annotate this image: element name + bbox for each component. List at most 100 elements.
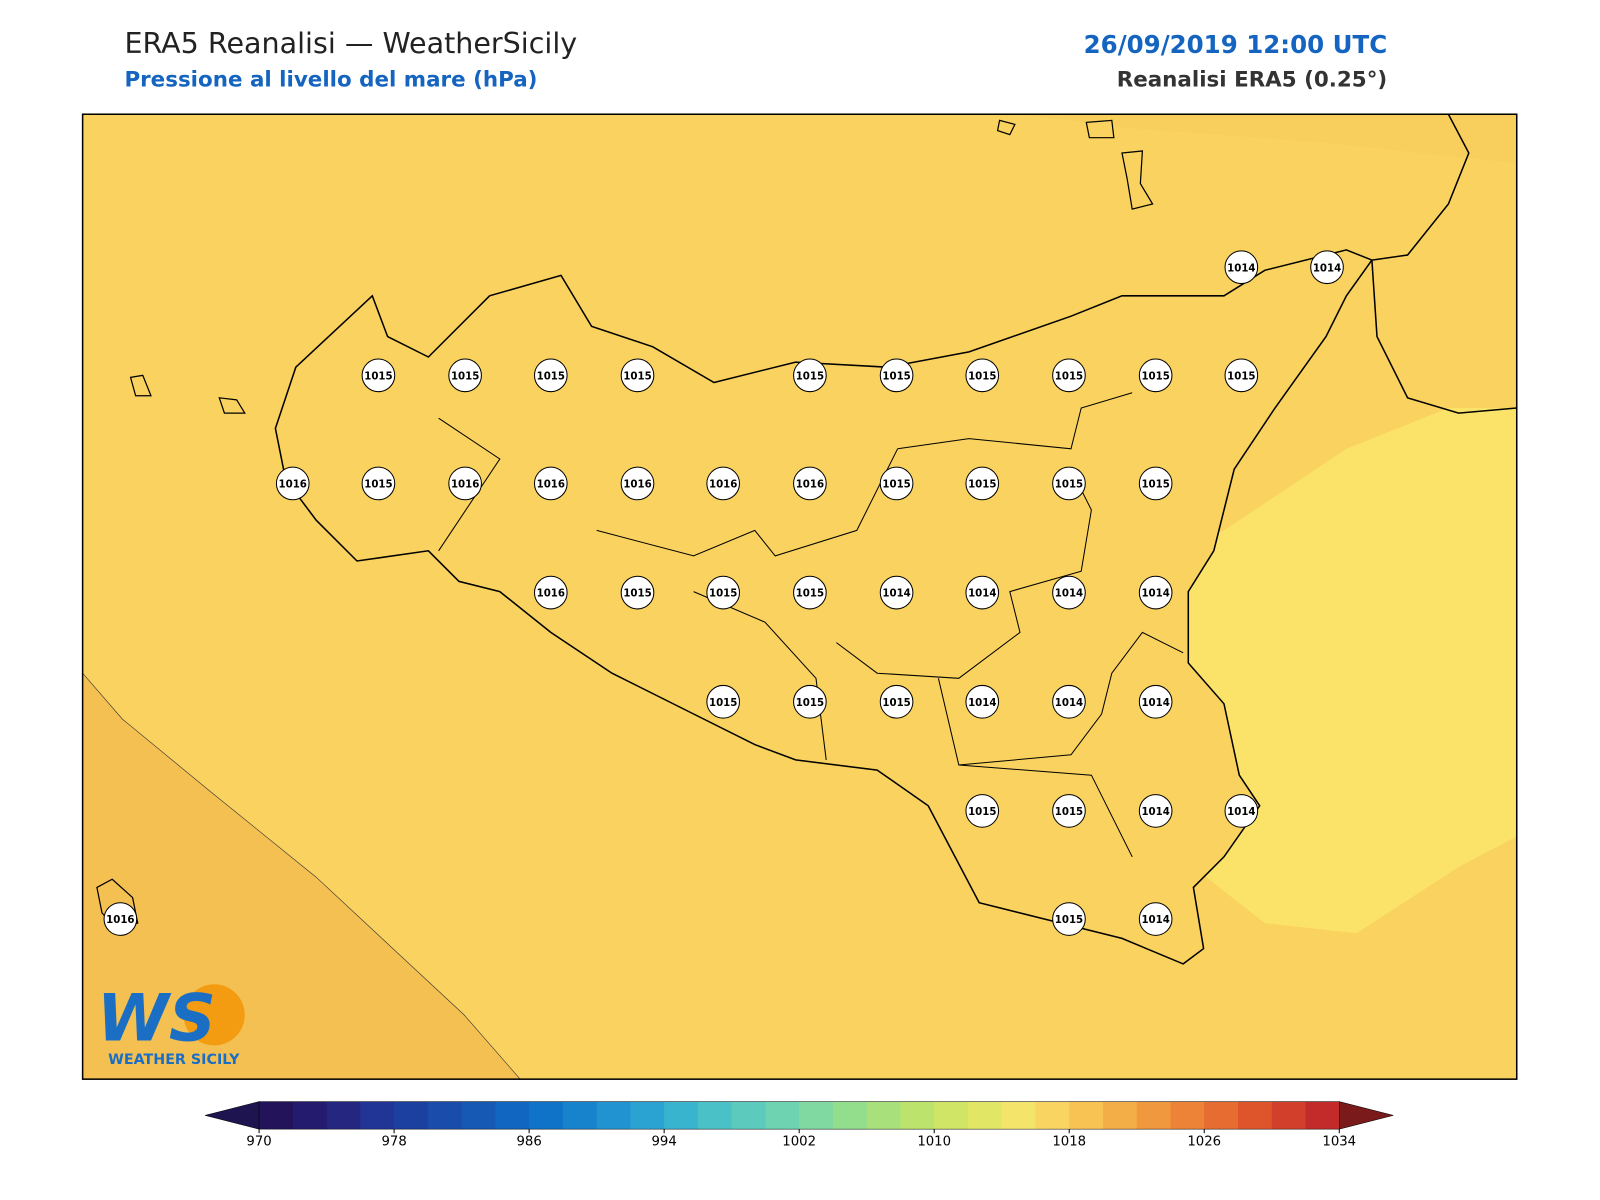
station-label: 1015 [1141, 371, 1169, 382]
station-marker [965, 575, 1000, 610]
station-marker [1052, 358, 1086, 393]
station-label: 1016 [623, 480, 651, 491]
station-label: 1015 [1055, 371, 1083, 382]
colorbar-cell [259, 1101, 294, 1130]
station-label: 1014 [1055, 698, 1083, 709]
station-marker [620, 575, 655, 610]
colorbar: 970 978 986 994 1002 1010 1018 1026 1034 [204, 1101, 1394, 1149]
colorbar-cell [731, 1101, 766, 1130]
map [82, 114, 1517, 1080]
station-label: 1015 [882, 698, 910, 709]
station-label: 1015 [451, 371, 479, 382]
station-marker [706, 684, 741, 719]
station-label: 1014 [1313, 263, 1341, 274]
station-marker [1138, 902, 1173, 936]
colorbar-cell [900, 1101, 935, 1130]
station-marker [1138, 575, 1173, 610]
station-label: 1015 [364, 480, 392, 491]
station-marker [275, 466, 310, 501]
colorbar-cell [1069, 1101, 1104, 1130]
station-marker [965, 684, 1000, 719]
station-label: 1014 [968, 698, 996, 709]
station-marker [1052, 684, 1086, 719]
colorbar-cell [934, 1101, 969, 1130]
station-label: 1014 [1055, 589, 1083, 600]
station-marker [1224, 250, 1259, 285]
colorbar-tick-label: 1010 [917, 1134, 951, 1149]
station-marker [965, 794, 1000, 828]
colorbar-cell [697, 1101, 733, 1130]
colorbar-cell [832, 1101, 868, 1130]
station-marker [879, 684, 914, 719]
colorbar-cell [427, 1101, 463, 1130]
colorbar-tick-label: 1018 [1052, 1134, 1086, 1149]
station-label: 1015 [882, 480, 910, 491]
station-marker [793, 358, 827, 393]
colorbar-tick-label: 986 [516, 1134, 541, 1149]
station-marker [965, 358, 1000, 393]
colorbar-cell [664, 1101, 699, 1130]
sicily-outline [274, 249, 1374, 965]
station-label: 1014 [1141, 807, 1169, 818]
station-label: 1015 [1055, 807, 1083, 818]
station-label: 1016 [451, 480, 479, 491]
colorbar-tick-label: 970 [246, 1134, 271, 1149]
colorbar-cell [1102, 1101, 1138, 1130]
colorbar-cell [495, 1101, 530, 1130]
station-marker [361, 466, 396, 501]
station-marker [533, 358, 568, 393]
colorbar-tick-label: 1034 [1322, 1134, 1356, 1149]
station-marker [103, 902, 138, 936]
station-marker [965, 466, 1000, 501]
station-marker [879, 466, 914, 501]
colorbar-cell [1271, 1101, 1307, 1130]
station-marker [1224, 794, 1259, 828]
station-label: 1014 [1141, 589, 1169, 600]
colorbar-cell [1035, 1101, 1070, 1130]
station-marker [793, 466, 827, 501]
station-marker [1052, 902, 1086, 936]
station-label: 1015 [1141, 480, 1169, 491]
station-marker [1138, 358, 1173, 393]
colorbar-cell [1170, 1101, 1205, 1130]
colorbar-cell [596, 1101, 631, 1130]
stations: 1014 1014 1015 1015 1015 1015 1015 1015 1015 1015… [103, 250, 1344, 936]
station-label: 1015 [537, 371, 565, 382]
station-marker [793, 575, 827, 610]
station-label: 1015 [882, 371, 910, 382]
field-north [1019, 114, 1517, 164]
map-frame [81, 113, 1518, 1080]
colorbar-cell [360, 1101, 395, 1130]
colorbar-tick-label: 1002 [782, 1134, 816, 1149]
subtitle: Pressione al livello del mare (hPa) [124, 68, 537, 93]
station-label: 1016 [796, 480, 824, 491]
station-label: 1015 [796, 371, 824, 382]
colorbar-cell [461, 1101, 496, 1130]
logo-text: WS [97, 980, 216, 1056]
colorbar-cell [1237, 1101, 1273, 1130]
station-label: 1015 [709, 589, 737, 600]
station-label: 1015 [968, 807, 996, 818]
station-label: 1016 [537, 589, 565, 600]
station-label: 1016 [106, 915, 134, 926]
station-marker [1052, 466, 1086, 501]
station-marker [706, 575, 741, 610]
logo-sun [183, 984, 245, 1046]
calabria-coast [1371, 114, 1517, 414]
colorbar-cell [562, 1101, 598, 1130]
station-marker [879, 575, 914, 610]
station-marker [879, 358, 914, 393]
station-marker [448, 358, 482, 393]
logo-caption: WEATHER SICILY [108, 1052, 240, 1068]
colorbar-cell [529, 1101, 564, 1130]
colorbar-cell [630, 1101, 665, 1130]
colorbar-cell [1305, 1101, 1340, 1130]
station-marker [1138, 794, 1173, 828]
colorbar-cell [1001, 1101, 1036, 1130]
field-low [82, 672, 521, 1080]
station-label: 1015 [1227, 371, 1255, 382]
station-label: 1014 [1227, 807, 1255, 818]
station-marker [448, 466, 482, 501]
date: 26/09/2019 12:00 UTC [1084, 30, 1388, 59]
station-label: 1015 [709, 698, 737, 709]
